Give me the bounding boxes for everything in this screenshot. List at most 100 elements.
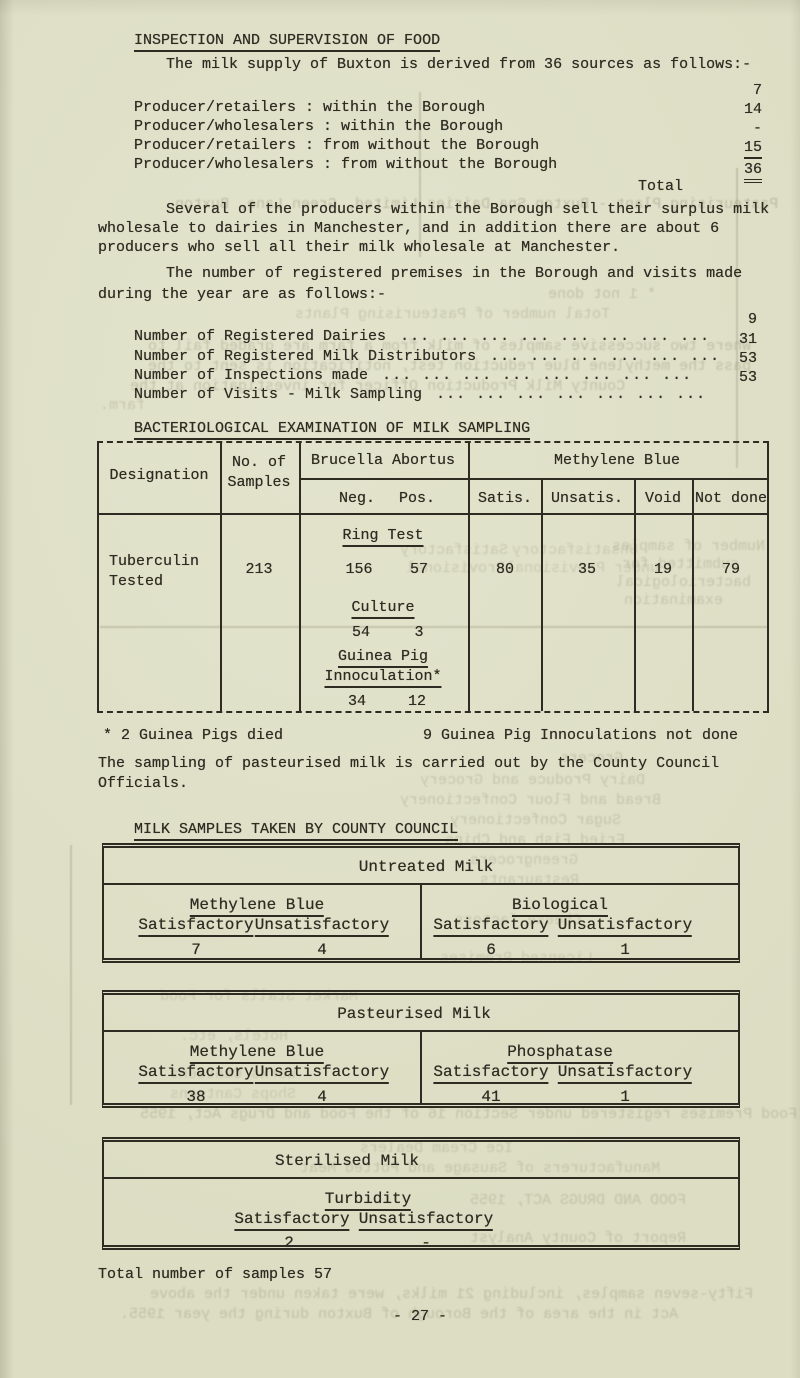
guinea-neg-value: 34 xyxy=(347,693,367,710)
unsatisfactory-value: 1 xyxy=(620,941,630,959)
dot-leader: ... ... ... ... ... ... ... ... xyxy=(400,328,711,345)
unsatisfactory-header: Unsatisfactory xyxy=(557,916,693,937)
culture-label: Culture xyxy=(351,599,415,619)
satisfactory-header: Satisfactory xyxy=(138,916,254,937)
dot-leader: ... ... ... ... ... ... ... ... xyxy=(382,367,693,384)
satis-value: 80 xyxy=(495,561,515,578)
satisfactory-value: 7 xyxy=(191,941,201,959)
source-row: Producer/retailers : from without the Bo… xyxy=(98,120,762,154)
column-header-methylene: Methylene Blue xyxy=(553,452,681,469)
bleed-through-text: Sugar Confectionery xyxy=(450,812,622,829)
table-rule xyxy=(692,478,694,711)
bleed-through-text: Fifty-seven samples, including 21 milks,… xyxy=(150,1286,754,1303)
test-header-methylene: Methylene Blue xyxy=(189,1043,325,1064)
table-rule xyxy=(634,478,636,711)
section-heading-text: MILK SAMPLES TAKEN BY COUNTY COUNCIL xyxy=(134,821,459,841)
test-header-biological: Biological xyxy=(511,896,609,917)
satisfactory-header: Satisfactory xyxy=(138,1063,254,1084)
satisfactory-header: Satisfactory xyxy=(433,1063,549,1084)
total-value: 36 xyxy=(743,161,762,183)
paragraph-line: producers who sell all their milk wholes… xyxy=(98,239,621,256)
source-label: Producer/wholesalers : from without the … xyxy=(134,156,558,173)
table-rule xyxy=(104,1177,738,1179)
column-header-neg: Neg. xyxy=(338,490,376,507)
registration-value: 53 xyxy=(738,350,757,367)
table-rule xyxy=(220,443,222,711)
page-title-text: INSPECTION AND SUPERVISION OF FOOD xyxy=(134,32,441,52)
registration-value: 31 xyxy=(738,331,757,348)
source-value: - xyxy=(752,120,762,137)
registration-row: Number of Visits - Milk Sampling ... ... … xyxy=(98,369,757,403)
unsatisfactory-header: Unsatisfactory xyxy=(557,1063,693,1084)
dot-leader: ... ... ... ... ... ... xyxy=(490,348,721,365)
column-header-satis: Satis. xyxy=(477,490,533,507)
registration-value: 53 xyxy=(738,369,757,386)
source-row: Producer/wholesalers : from without the … xyxy=(98,139,762,173)
satisfactory-header: Satisfactory xyxy=(234,1210,350,1231)
unsatis-value: 35 xyxy=(577,561,597,578)
paragraph-line: The number of registered premises in the… xyxy=(166,265,743,282)
table-rule xyxy=(299,478,767,480)
table-rule xyxy=(299,443,301,711)
sources-total-row: Total 36 xyxy=(98,161,762,195)
unsatisfactory-value: 4 xyxy=(317,941,327,959)
registration-label: Number of Inspections made xyxy=(134,367,369,384)
unsatisfactory-header: Unsatisfactory xyxy=(254,916,390,937)
intro-paragraph: The milk supply of Buxton is derived fro… xyxy=(166,56,752,73)
unsatisfactory-value: - xyxy=(421,1234,431,1252)
paragraph-line: during the year are as follows:- xyxy=(98,286,387,303)
guinea-pig-label: Innoculation* xyxy=(324,668,442,688)
column-header-pos: Pos. xyxy=(398,490,436,507)
total-label: Total xyxy=(638,178,684,195)
ring-pos-value: 57 xyxy=(409,561,429,578)
bleed-through-text: Food Premises registered under Section 1… xyxy=(140,1106,798,1123)
guinea-pig-label: Guinea Pig xyxy=(337,648,429,668)
table-title: Sterilised Milk xyxy=(274,1152,420,1170)
section-heading-text: BACTERIOLOGICAL EXAMINATION OF MILK SAMP… xyxy=(134,420,531,440)
registration-row: Number of Registered Milk Distributors..… xyxy=(98,331,757,365)
registration-row: Number of Inspections made ... ... ... ..… xyxy=(98,350,757,384)
registration-label: Number of Registered Milk Distributors xyxy=(134,348,477,365)
column-header-not-done: Not done xyxy=(694,490,768,507)
table-rule xyxy=(420,1030,422,1103)
source-label: Producer/retailers : within the Borough xyxy=(134,99,486,116)
unsatisfactory-value: 4 xyxy=(317,1088,327,1106)
satisfactory-value: 38 xyxy=(186,1088,206,1106)
unsatisfactory-header: Unsatisfactory xyxy=(358,1210,494,1231)
culture-neg-value: 54 xyxy=(351,624,371,641)
not-done-value: 79 xyxy=(721,561,741,578)
footnote-innoculations-not-done: 9 Guinea Pig Innoculations not done xyxy=(423,727,739,744)
source-row: Producer/retailers : within the Borough … xyxy=(98,82,762,116)
table-rule xyxy=(99,513,767,515)
source-value: 7 xyxy=(752,82,762,99)
bleed-through-text: * 1 not done xyxy=(548,286,657,303)
unsatisfactory-value: 1 xyxy=(620,1088,630,1106)
test-header-turbidity: Turbidity xyxy=(324,1190,412,1211)
registration-value: 9 xyxy=(747,311,757,328)
paragraph-line: wholesale to dairies in Manchester, and … xyxy=(98,220,720,237)
paragraph-line: Several of the producers within the Boro… xyxy=(166,201,770,218)
paragraph-line: The sampling of pasteurised milk is carr… xyxy=(98,755,720,772)
bleed-through-rule xyxy=(419,92,421,257)
source-label: Producer/wholesalers : within the Boroug… xyxy=(134,118,504,135)
dot-leader: ... ... ... ... ... ... ... xyxy=(436,386,707,403)
designation-value: Tuberculin xyxy=(109,553,200,570)
designation-value: Tested xyxy=(109,573,164,590)
table-rule xyxy=(468,443,470,711)
untreated-milk-table: Untreated Milk Methylene Blue Satisfacto… xyxy=(102,843,740,963)
test-header-methylene: Methylene Blue xyxy=(189,896,325,917)
void-value: 19 xyxy=(653,561,673,578)
section-heading-county-samples: MILK SAMPLES TAKEN BY COUNTY COUNCIL xyxy=(98,803,459,857)
table-title: Pasteurised Milk xyxy=(337,1005,491,1023)
guinea-pos-value: 12 xyxy=(407,693,427,710)
culture-pos-value: 3 xyxy=(414,624,424,641)
unsatisfactory-header: Unsatisfactory xyxy=(254,1063,390,1084)
samples-value: 213 xyxy=(245,561,273,578)
test-header-phosphatase: Phosphatase xyxy=(507,1043,613,1064)
ring-neg-value: 156 xyxy=(345,561,373,578)
registration-row: Number of Registered Dairies ... ... ... … xyxy=(98,311,757,345)
table-rule xyxy=(541,478,543,711)
column-header-brucella: Brucella Abortus xyxy=(310,452,456,469)
column-header-designation: Designation xyxy=(109,467,209,484)
